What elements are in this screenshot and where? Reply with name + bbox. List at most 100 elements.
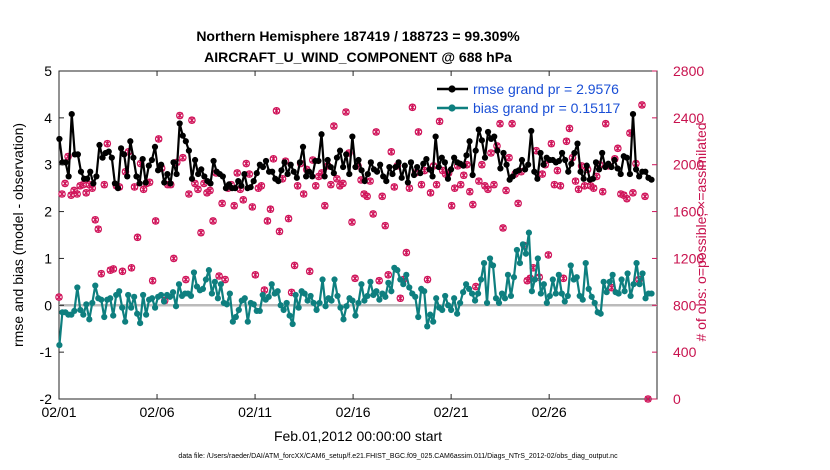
obs-assimilated-marker <box>215 272 223 280</box>
obs-assimilated-marker <box>496 120 504 128</box>
obs-assimilated-marker <box>388 148 395 156</box>
rmse-point <box>278 167 285 174</box>
bias-point <box>71 307 78 315</box>
obs-assimilated-marker <box>312 182 319 190</box>
bias-point <box>208 290 216 297</box>
bias-point <box>448 306 455 314</box>
bias-point <box>77 306 84 314</box>
bias-point <box>313 306 320 314</box>
obs-assimilated-marker <box>240 196 247 204</box>
bias-point <box>525 229 532 236</box>
rmse-point <box>528 127 535 135</box>
y-right-tick-label: 400 <box>673 344 697 360</box>
bias-point <box>555 271 562 278</box>
bias-point <box>83 301 90 308</box>
rmse-point <box>494 147 501 154</box>
bias-point <box>140 291 147 299</box>
rmse-point <box>410 171 418 179</box>
bias-point <box>415 313 422 321</box>
rmse-point <box>537 149 544 157</box>
obs-assimilated-marker <box>623 195 631 203</box>
obs-assimilated-marker <box>243 160 250 167</box>
bias-point <box>510 274 518 281</box>
rmse-point <box>632 166 640 173</box>
obs-assimilated-marker <box>197 229 205 237</box>
rmse-point <box>648 176 655 183</box>
bias-point <box>166 293 174 300</box>
rmse-point <box>346 170 353 178</box>
rmse-point <box>117 145 125 152</box>
rmse-point <box>435 163 442 171</box>
rmse-point <box>148 156 156 164</box>
rmse-point <box>540 161 547 168</box>
bias-point <box>609 271 616 278</box>
chart-subtitle: AIRCRAFT_U_WIND_COMPONENT @ 688 hPa <box>204 49 512 65</box>
obs-assimilated-marker <box>599 188 606 196</box>
obs-assimilated-marker <box>170 255 178 262</box>
obs-assimilated-marker <box>378 192 386 200</box>
rmse-point <box>407 159 415 166</box>
rmse-point <box>250 178 257 185</box>
obs-assimilated-marker <box>366 177 374 185</box>
bias-point <box>134 310 141 317</box>
rmse-point <box>441 159 448 166</box>
bias-point <box>597 310 604 317</box>
obs-assimilated-marker <box>448 202 455 210</box>
obs-assimilated-marker <box>128 264 135 272</box>
bias-point <box>274 288 281 295</box>
rmse-point <box>364 170 371 178</box>
y-tick-label: -1 <box>40 344 53 360</box>
y-right-tick-label: 1200 <box>673 250 704 266</box>
rmse-point <box>253 170 260 177</box>
bias-point <box>460 289 467 296</box>
bias-point <box>457 299 464 307</box>
rmse-point <box>432 133 439 140</box>
obs-assimilated-marker <box>342 108 350 116</box>
x-tick-label: 02/16 <box>336 404 371 420</box>
rmse-point <box>500 149 507 157</box>
rmse-point <box>583 162 590 169</box>
rmse-point <box>484 128 492 136</box>
rmse-point <box>426 166 433 173</box>
bias-point <box>385 279 392 286</box>
rmse-point <box>145 162 152 169</box>
obs-assimilated-marker <box>484 185 492 193</box>
bias-point <box>474 290 482 297</box>
bias-point <box>80 311 87 318</box>
obs-assimilated-marker <box>514 199 522 207</box>
bias-point <box>439 306 446 314</box>
rmse-point <box>515 167 523 174</box>
rmse-point <box>531 168 538 175</box>
obs-assimilated-marker <box>82 189 90 197</box>
bias-point <box>483 299 491 307</box>
obs-assimilated-marker <box>267 205 274 213</box>
bias-point <box>549 276 556 283</box>
obs-assimilated-marker <box>548 140 555 148</box>
bias-point <box>564 292 571 300</box>
bias-point <box>633 260 640 267</box>
rmse-point <box>355 156 362 164</box>
obs-assimilated-marker <box>348 218 356 226</box>
obs-assimilated-marker <box>545 251 552 259</box>
bias-point <box>486 255 494 262</box>
bias-point <box>361 297 368 304</box>
bias-point <box>618 276 625 283</box>
obs-assimilated-marker <box>230 202 238 210</box>
bias-point <box>148 295 156 302</box>
rmse-point <box>87 168 94 175</box>
rmse-point <box>481 154 489 161</box>
rmse-point <box>629 111 637 118</box>
bias-point <box>151 304 159 311</box>
rmse-point <box>56 135 63 143</box>
rmse-point <box>259 163 267 171</box>
rmse-point <box>555 157 563 165</box>
rmse-point <box>299 143 307 151</box>
rmse-point <box>475 126 482 133</box>
rmse-point <box>565 168 572 175</box>
bias-point <box>558 290 565 297</box>
obs-assimilated-marker <box>418 181 425 189</box>
rmse-point <box>509 173 516 180</box>
bias-point <box>462 281 470 288</box>
rmse-point <box>90 180 97 187</box>
